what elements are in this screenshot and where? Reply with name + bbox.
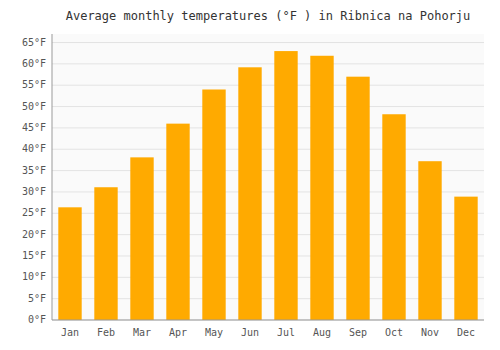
bar: [274, 51, 297, 320]
x-tick-label: Oct: [385, 327, 403, 338]
bar: [202, 89, 225, 320]
bar: [418, 161, 441, 320]
bar: [382, 114, 405, 320]
y-tick-label: 10°F: [22, 271, 46, 282]
grid-line: [52, 106, 484, 107]
y-tick-label: 30°F: [22, 186, 46, 197]
y-tick-label: 50°F: [22, 101, 46, 112]
grid: [52, 43, 484, 320]
y-tick-label: 65°F: [22, 37, 46, 48]
x-tick-label: Aug: [313, 327, 331, 338]
grid-line: [52, 149, 484, 150]
bar: [238, 67, 261, 320]
x-tick-label: Dec: [457, 327, 475, 338]
y-tick-label: 25°F: [22, 207, 46, 218]
bar: [310, 56, 333, 320]
grid-line: [52, 42, 484, 43]
bars: [58, 51, 477, 320]
title: Average monthly temperatures (°F ) in Ri…: [66, 9, 471, 23]
bar: [130, 157, 153, 320]
y-tick-label: 55°F: [22, 79, 46, 90]
x-tick-label: Jul: [277, 327, 295, 338]
grid-line: [52, 320, 484, 321]
y-tick-label: 60°F: [22, 58, 46, 69]
x-tick-label: Feb: [97, 327, 115, 338]
chart-container: Average monthly temperatures (°F ) in Ri…: [0, 0, 500, 350]
x-tick-label: Jun: [241, 327, 259, 338]
x-tick-label: Mar: [133, 327, 151, 338]
x-tick-label: Jan: [61, 327, 79, 338]
x-tick-label: Apr: [169, 327, 187, 338]
chart-svg: Average monthly temperatures (°F ) in Ri…: [0, 0, 500, 350]
bar: [58, 207, 81, 320]
x-tick-label: Nov: [421, 327, 439, 338]
y-tick-label: 15°F: [22, 250, 46, 261]
x-tick-label: May: [205, 327, 223, 338]
y-tick-label: 35°F: [22, 165, 46, 176]
x-axis-line: [52, 320, 484, 321]
y-tick-label: 20°F: [22, 229, 46, 240]
y-tick-label: 5°F: [28, 293, 46, 304]
grid-line: [52, 85, 484, 86]
y-axis-line: [52, 34, 53, 320]
y-tick-label: 45°F: [22, 122, 46, 133]
plot-background: [52, 34, 484, 320]
y-tick-label: 40°F: [22, 143, 46, 154]
bar: [166, 124, 189, 320]
x-tick-label: Sep: [349, 327, 367, 338]
grid-line: [52, 63, 484, 64]
bar: [346, 77, 369, 320]
bar: [454, 197, 477, 320]
y-tick-label: 0°F: [28, 314, 46, 325]
grid-line: [52, 127, 484, 128]
bar: [94, 187, 117, 320]
